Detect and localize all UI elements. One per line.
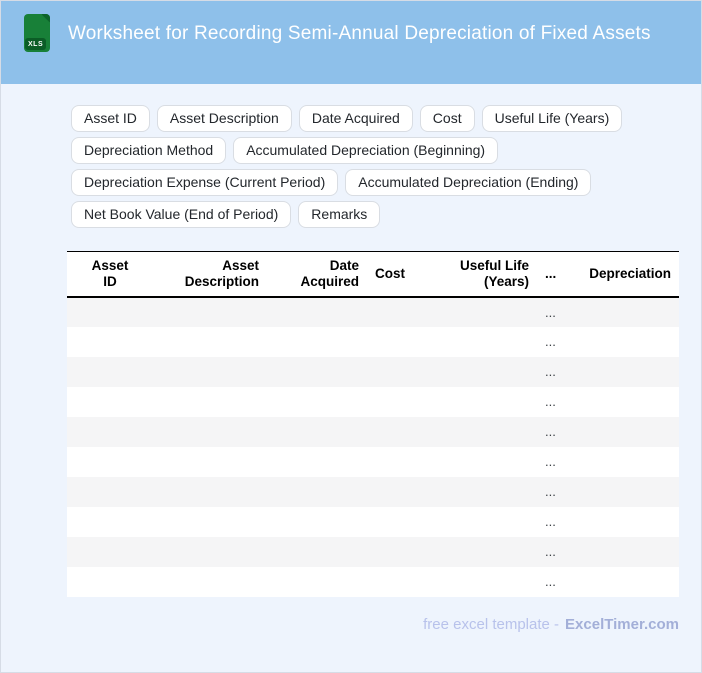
header-cell-depreciation: Depreciation [561, 251, 679, 297]
chip-remarks[interactable]: Remarks [298, 201, 381, 228]
chip-net-book-value[interactable]: Net Book Value (End of Period) [71, 201, 292, 228]
dots-cell: ... [545, 394, 556, 409]
chip-accumulated-depreciation-beginning[interactable]: Accumulated Depreciation (Beginning) [233, 137, 499, 164]
footer-credit: free excel template - ExcelTimer.com [1, 615, 701, 635]
chip-row-3: Depreciation Expense (Current Period) Ac… [71, 169, 681, 196]
worksheet-table: Asset ID Asset Description Date Acquired… [67, 251, 679, 597]
chip-date-acquired[interactable]: Date Acquired [298, 105, 413, 132]
dots-cell: ... [545, 514, 556, 529]
chip-depreciation-method[interactable]: Depreciation Method [71, 137, 227, 164]
chip-useful-life[interactable]: Useful Life (Years) [481, 105, 623, 132]
table-row: ... [67, 506, 679, 537]
dots-cell: ... [545, 304, 556, 320]
page-title-text: Worksheet for Recording Semi-Annual Depr… [68, 23, 651, 44]
table-row: ... [67, 326, 679, 357]
chip-asset-description[interactable]: Asset Description [156, 105, 292, 132]
dots-cell: ... [545, 484, 556, 499]
worksheet-table-container: Asset ID Asset Description Date Acquired… [67, 251, 679, 597]
dots-cell: ... [545, 334, 556, 349]
dots-cell: ... [545, 574, 556, 589]
chip-depreciation-expense-current-period[interactable]: Depreciation Expense (Current Period) [71, 169, 339, 196]
xls-badge: XLS [25, 38, 47, 50]
dots-cell: ... [545, 454, 556, 469]
header-cell-useful-life: Useful Life (Years) [411, 251, 537, 297]
table-header-row: Asset ID Asset Description Date Acquired… [67, 251, 679, 297]
header-cell-asset-description: Asset Description [153, 251, 267, 297]
table-row: ... [67, 356, 679, 387]
chip-accumulated-depreciation-ending[interactable]: Accumulated Depreciation (Ending) [345, 169, 592, 196]
brand-link[interactable]: ExcelTimer.com [565, 615, 679, 633]
dots-cell: ... [545, 364, 556, 379]
table-row: ... [67, 446, 679, 477]
page-title: XLS Worksheet for Recording Semi-Annual D… [22, 14, 661, 52]
dots-cell: ... [545, 424, 556, 439]
table-row: ... [67, 416, 679, 447]
dots-cell: ... [545, 544, 556, 559]
chip-row-2: Depreciation Method Accumulated Deprecia… [71, 137, 681, 164]
chip-row-4: Net Book Value (End of Period) Remarks [71, 201, 681, 228]
header-cell-cost: Cost [367, 251, 411, 297]
table-row: ... [67, 296, 679, 327]
table-row: ... [67, 536, 679, 567]
chip-cost[interactable]: Cost [419, 105, 475, 132]
header-cell-ellipsis: ... [537, 251, 561, 297]
footer-credit-text: free excel template - [423, 615, 560, 633]
chip-asset-id[interactable]: Asset ID [71, 105, 150, 132]
table-row: ... [67, 476, 679, 507]
folded-corner [41, 14, 50, 23]
column-chips-section: Asset ID Asset Description Date Acquired… [1, 84, 701, 228]
table-row: ... [67, 386, 679, 417]
header-bar: XLS Worksheet for Recording Semi-Annual D… [1, 1, 701, 84]
table-row: ... [67, 566, 679, 597]
header-cell-date-acquired: Date Acquired [267, 251, 367, 297]
chip-row-1: Asset ID Asset Description Date Acquired… [71, 105, 681, 132]
header-cell-asset-id: Asset ID [67, 251, 153, 297]
xls-file-icon: XLS [22, 14, 51, 52]
